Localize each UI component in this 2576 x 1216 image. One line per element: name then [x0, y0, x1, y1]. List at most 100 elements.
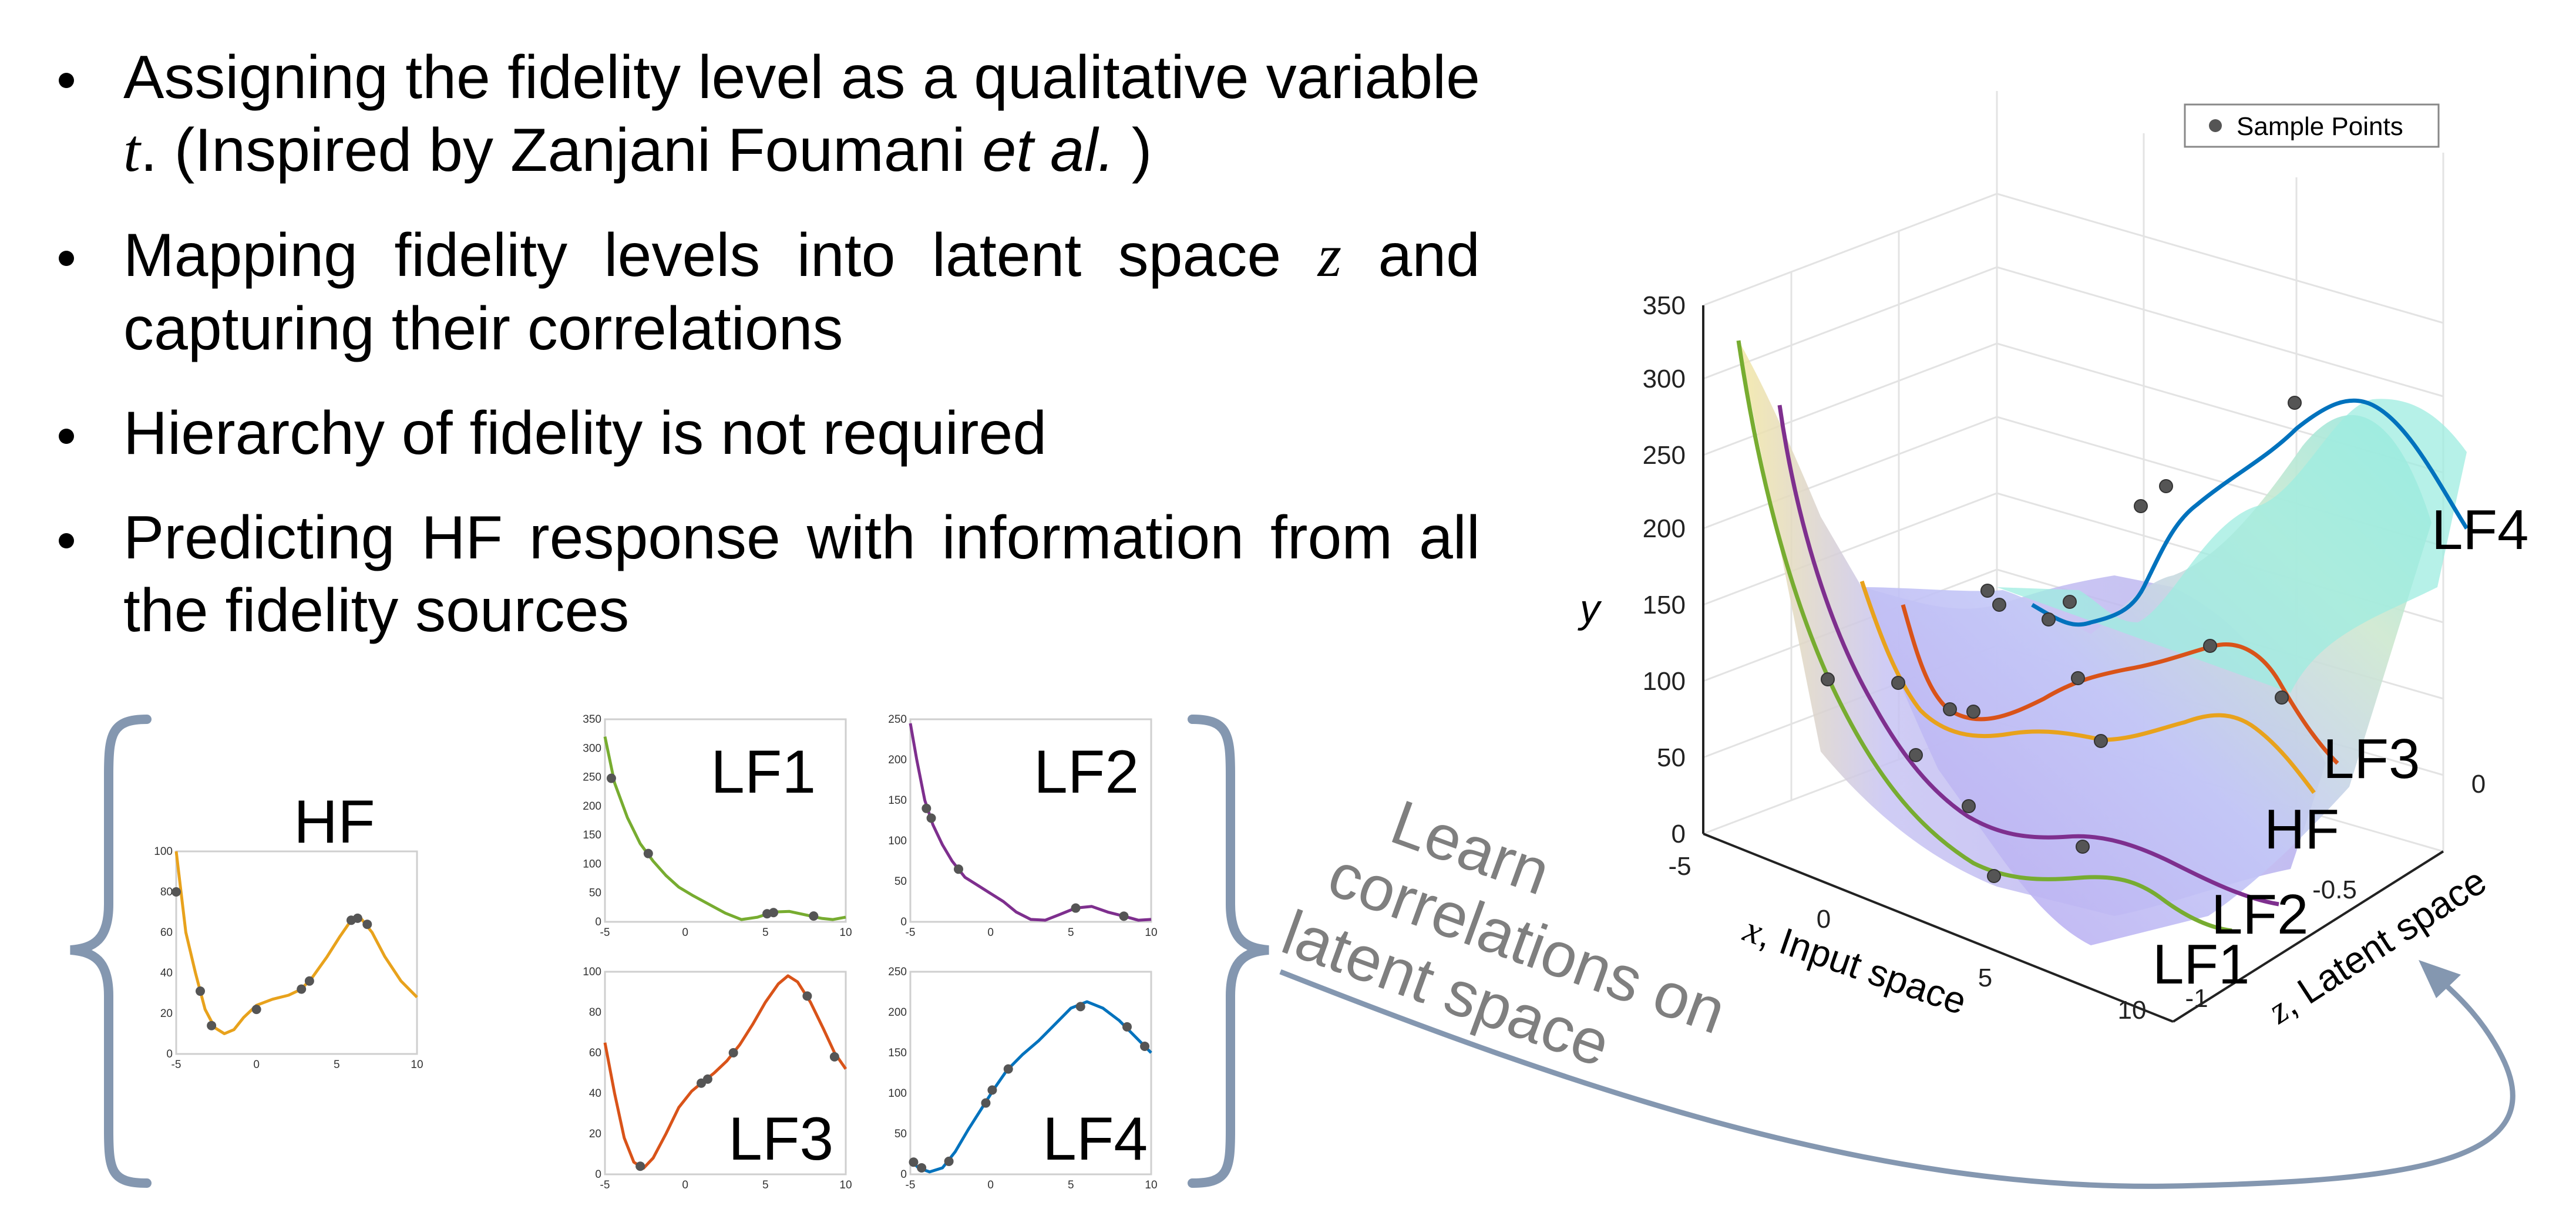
y-tick-label: 40	[589, 1087, 601, 1100]
axes	[1702, 305, 2444, 1023]
curve-label-lf3: LF3	[2323, 727, 2420, 790]
bullet-dot-icon	[59, 533, 74, 548]
y-tick-label: 200	[888, 1006, 907, 1019]
x-tick-label: -5	[906, 1179, 916, 1191]
x-tick-label: 0	[987, 927, 994, 939]
sample-point	[702, 1074, 712, 1084]
sample-point	[304, 976, 314, 986]
series-line	[603, 736, 846, 921]
x-tick-label: 0	[682, 927, 688, 939]
y-tick-label: 0	[1672, 820, 1686, 848]
y-tick-label: 150	[583, 829, 601, 841]
bullet-list: Assigning the fidelity level as a qualit…	[47, 41, 1480, 679]
y-tick-label: 200	[1643, 514, 1686, 543]
sample-point	[829, 1052, 839, 1062]
y-tick-label: 300	[1643, 365, 1686, 393]
bullet-dot-icon	[59, 251, 74, 266]
plot-frame	[175, 850, 418, 1055]
y-tick-label: 250	[888, 713, 907, 726]
sample-point	[1122, 1022, 1132, 1032]
sample-point	[297, 984, 307, 994]
x-tick-label: 10	[1145, 1179, 1157, 1191]
plot-title: LF2	[1034, 738, 1139, 806]
y-tick-label: 40	[160, 967, 173, 979]
sample-point	[926, 813, 936, 823]
x-tick-label: -5	[600, 1179, 610, 1191]
curve-label-lf4: LF4	[2432, 498, 2528, 561]
plot-frame	[909, 971, 1152, 1175]
sample-point	[769, 908, 778, 918]
x-axis-label: x, Input space	[1738, 907, 1972, 1023]
x-tick-label: 10	[1145, 927, 1157, 939]
y-tick-label: 60	[160, 927, 173, 939]
y-tick-label: 0	[166, 1048, 173, 1060]
legend-marker-icon	[2209, 119, 2222, 132]
x-tick-label: -5	[906, 927, 916, 939]
bullet-text: and capturing their correlations	[123, 221, 1480, 363]
y-tick-label: 100	[1643, 667, 1686, 696]
sample-point	[954, 864, 963, 874]
y-tick-label: 50	[1657, 743, 1686, 772]
y-axis-label: y	[1578, 587, 1602, 631]
sample-point	[728, 1048, 738, 1057]
plot-frame	[604, 971, 847, 1175]
x-tick-label: -5	[1668, 852, 1691, 881]
y-tick-label: 50	[894, 1128, 907, 1140]
y-tick-label: 0	[900, 916, 907, 928]
x-tick-label: 10	[839, 1179, 852, 1191]
y-tick-label: 80	[589, 1006, 601, 1019]
z-tick-label: 0	[2471, 770, 2486, 799]
left-brace	[70, 715, 152, 1188]
tick-labels: 0 50 100 150 200 250 300 350 -5 0 5 10 -1 -0.5 0	[1643, 291, 2486, 1025]
x-tick-label: 10	[411, 1059, 423, 1071]
y-tick-label: 100	[583, 858, 601, 870]
y-tick-label: 150	[1643, 591, 1686, 619]
sample-point	[643, 848, 653, 858]
plot-frame	[604, 718, 847, 923]
sample-point	[981, 1098, 991, 1108]
sample-point	[207, 1020, 217, 1030]
sample-point	[1071, 903, 1081, 913]
bullet-text: Predicting HF response with information …	[123, 504, 1480, 645]
math-symbol: t	[123, 117, 140, 184]
bullet-italic-text: et al.	[982, 116, 1115, 184]
y-tick-label: 200	[583, 800, 601, 813]
curve-labels: LF4 LF3 HF LF2 LF1	[2153, 498, 2528, 996]
y-tick-label: 350	[1643, 291, 1686, 320]
x-tick-label: 0	[987, 1179, 994, 1191]
bullet-item: Hierarchy of fidelity is not required	[47, 397, 1480, 470]
sample-point	[196, 986, 205, 996]
curved-arrow	[1279, 960, 2516, 1189]
x-tick-label: -5	[171, 1059, 181, 1071]
y-tick-label: 20	[589, 1128, 601, 1140]
y-tick-label: 80	[160, 886, 173, 898]
y-tick-label: 150	[888, 1047, 907, 1059]
sample-point	[922, 803, 931, 813]
plot-frame	[909, 718, 1152, 923]
legend: Sample Points	[2184, 103, 2440, 148]
y-tick-label: 150	[888, 794, 907, 807]
plot-title: LF1	[711, 738, 816, 806]
plot-title: LF4	[1042, 1105, 1148, 1173]
surface-plot: 0 50 100 150 200 250 300 350 -5 0 5 10 -1 -0.5 0 y x, …	[1578, 91, 2528, 1032]
y-tick-label: 0	[595, 1168, 601, 1181]
y-tick-label: 20	[160, 1008, 173, 1020]
arrow-head-icon	[2419, 960, 2461, 998]
x-tick-label: 5	[1978, 964, 1992, 992]
y-tick-label: 100	[888, 835, 907, 847]
series-line	[909, 723, 1152, 922]
sample-point	[802, 991, 812, 1001]
sample-point	[944, 1156, 954, 1166]
y-tick-label: 60	[589, 1047, 601, 1059]
bullet-text: . (Inspired by Zanjani Foumani	[140, 116, 983, 184]
math-symbol: z	[1317, 222, 1342, 289]
z-tick-label: -0.5	[2312, 875, 2357, 904]
y-tick-label: 250	[583, 772, 601, 784]
sample-point	[909, 1157, 919, 1167]
y-tick-label: 0	[595, 916, 601, 928]
